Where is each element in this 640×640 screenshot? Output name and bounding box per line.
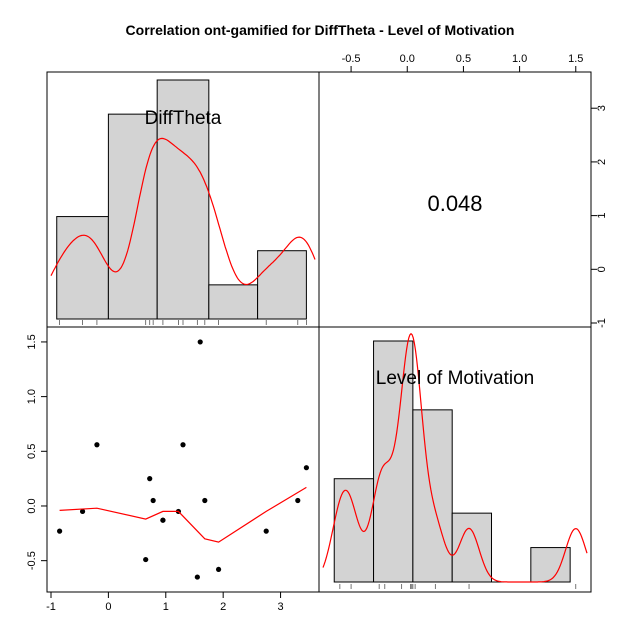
scatter-point — [263, 528, 269, 534]
histogram-bar — [107, 113, 158, 320]
scatter-points — [57, 339, 309, 580]
y-axis-right-tick-label: 1 — [596, 213, 608, 219]
panel-motivation-histogram — [318, 326, 592, 593]
histogram-bar — [208, 284, 259, 320]
scatter-point — [79, 508, 86, 515]
scatter-point — [180, 442, 186, 448]
scatter-point — [150, 497, 156, 504]
histogram-bar — [156, 79, 210, 320]
difftheta-density-curve — [50, 137, 316, 286]
motivation-histogram-bars — [333, 340, 571, 583]
x-axis-bottom-tick-label: 3 — [278, 601, 284, 613]
scatter-point — [194, 574, 200, 580]
x-axis-top-tick-label: -0.5 — [342, 53, 361, 65]
scatter-point — [202, 497, 208, 504]
scatter-point — [215, 566, 222, 573]
y-axis-right-tick-label: 0 — [596, 266, 608, 272]
histogram-bar — [530, 547, 571, 583]
diagonal-label-motivation: Level of Motivation — [376, 368, 534, 389]
y-axis-right-tick-label: 2 — [596, 159, 608, 165]
correlation-value: 0.048 — [427, 191, 482, 216]
y-axis-left-tick-label: 0.5 — [26, 444, 38, 459]
y-axis-left-tick-label: -0.5 — [26, 551, 38, 570]
y-axis-left-tick-label: 0.0 — [26, 498, 38, 513]
x-axis-bottom-tick-label: -1 — [46, 601, 56, 613]
x-axis-top-tick-label: 1.5 — [568, 53, 583, 65]
scatter-point — [143, 556, 149, 563]
scatter-point — [57, 528, 63, 534]
scatter-point — [295, 497, 301, 504]
diagonal-label-difftheta: DiffTheta — [145, 108, 222, 129]
smooth-line — [59, 486, 307, 543]
x-axis-bottom-tick-label: 0 — [105, 601, 111, 613]
x-axis-top-tick-label: 0.0 — [400, 53, 415, 65]
rug-marks — [59, 320, 577, 589]
density-curves — [50, 137, 588, 583]
y-axis-left-tick-label: 1.5 — [26, 334, 38, 349]
y-axis-right-tick-label: -1 — [596, 318, 608, 328]
chart-title: Correlation ont-gamified for DiffTheta -… — [126, 22, 515, 38]
x-axis-bottom-tick-label: 2 — [220, 601, 226, 613]
scatter-point — [147, 476, 153, 482]
scatter-point — [197, 339, 203, 345]
scatter-point — [303, 465, 309, 471]
x-axis-top-tick-label: 1.0 — [512, 53, 527, 65]
y-axis-left-tick-label: 1.0 — [26, 389, 38, 404]
x-axis-bottom-tick-label: 1 — [163, 601, 169, 613]
panel-scatter — [46, 326, 320, 593]
motivation-density-curve — [322, 332, 588, 583]
scatter-point — [160, 517, 166, 523]
axes: -1 0 1 2 3 -0.5 0.0 0.5 1.0 1.5 -0.5 0.0 0.5 1.0 1.5 -1… — [26, 53, 608, 613]
scatter-point — [94, 442, 100, 448]
difftheta-histogram-bars — [56, 79, 307, 320]
histogram-bar — [333, 478, 375, 583]
histogram-bar — [56, 216, 109, 320]
histogram-bar — [257, 250, 307, 320]
y-axis-right-tick-label: 3 — [596, 105, 608, 111]
x-axis-top-tick-label: 0.5 — [456, 53, 471, 65]
